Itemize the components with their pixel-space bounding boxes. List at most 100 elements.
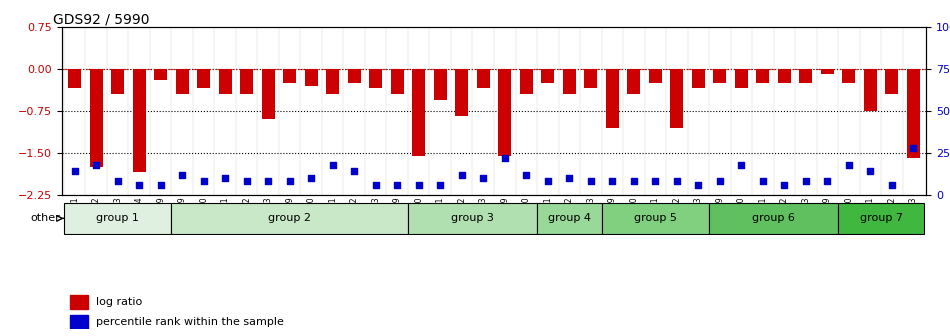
Bar bbox=[520, 69, 533, 94]
Text: GDS92 / 5990: GDS92 / 5990 bbox=[53, 13, 149, 27]
Point bbox=[583, 179, 598, 184]
Bar bbox=[133, 69, 145, 172]
Point bbox=[777, 182, 792, 187]
Point bbox=[347, 169, 362, 174]
Point bbox=[325, 162, 340, 167]
Bar bbox=[218, 69, 232, 94]
Bar bbox=[843, 69, 855, 83]
Bar bbox=[756, 69, 770, 83]
Text: group 1: group 1 bbox=[96, 213, 139, 223]
Text: group 7: group 7 bbox=[860, 213, 902, 223]
Point bbox=[755, 179, 770, 184]
Bar bbox=[305, 69, 317, 86]
Bar bbox=[562, 69, 576, 94]
Bar bbox=[68, 69, 81, 88]
Point bbox=[497, 155, 512, 161]
Bar bbox=[89, 69, 103, 167]
Bar bbox=[799, 69, 812, 83]
Bar bbox=[671, 69, 683, 128]
Point bbox=[519, 172, 534, 177]
Point bbox=[196, 179, 211, 184]
Bar bbox=[240, 69, 253, 94]
Bar bbox=[412, 69, 426, 156]
Text: group 2: group 2 bbox=[268, 213, 312, 223]
Point bbox=[67, 169, 83, 174]
Point bbox=[561, 175, 577, 181]
Text: other: other bbox=[30, 213, 60, 223]
Bar bbox=[455, 69, 468, 117]
Bar bbox=[111, 69, 124, 94]
Text: log ratio: log ratio bbox=[96, 297, 142, 307]
Bar bbox=[176, 69, 189, 94]
Point bbox=[541, 179, 556, 184]
Bar bbox=[434, 69, 446, 100]
FancyBboxPatch shape bbox=[709, 203, 838, 234]
Text: group 5: group 5 bbox=[634, 213, 676, 223]
FancyBboxPatch shape bbox=[64, 203, 171, 234]
Point bbox=[691, 182, 706, 187]
Bar bbox=[477, 69, 489, 88]
FancyBboxPatch shape bbox=[601, 203, 709, 234]
Point bbox=[260, 179, 276, 184]
Bar bbox=[542, 69, 554, 83]
Point bbox=[626, 179, 641, 184]
Point bbox=[884, 182, 900, 187]
Bar bbox=[154, 69, 167, 80]
Text: group 6: group 6 bbox=[752, 213, 795, 223]
Bar bbox=[70, 315, 87, 329]
Point bbox=[110, 179, 125, 184]
Point bbox=[454, 172, 469, 177]
Point bbox=[798, 179, 813, 184]
Point bbox=[131, 182, 146, 187]
Bar bbox=[606, 69, 618, 128]
Point bbox=[605, 179, 620, 184]
Point bbox=[239, 179, 255, 184]
Point bbox=[304, 175, 319, 181]
Point bbox=[863, 169, 878, 174]
FancyBboxPatch shape bbox=[171, 203, 408, 234]
Bar bbox=[864, 69, 877, 111]
Point bbox=[368, 182, 383, 187]
Bar bbox=[584, 69, 598, 88]
Point bbox=[820, 179, 835, 184]
Text: group 4: group 4 bbox=[548, 213, 591, 223]
Point bbox=[733, 162, 749, 167]
Bar bbox=[70, 295, 87, 309]
Point bbox=[153, 182, 168, 187]
Text: group 3: group 3 bbox=[451, 213, 494, 223]
Bar bbox=[821, 69, 834, 75]
Bar bbox=[499, 69, 511, 156]
Point bbox=[842, 162, 857, 167]
Bar bbox=[390, 69, 404, 94]
Bar bbox=[713, 69, 726, 83]
Bar bbox=[778, 69, 790, 83]
Bar bbox=[262, 69, 275, 119]
Bar bbox=[649, 69, 662, 83]
Point bbox=[648, 179, 663, 184]
Bar bbox=[907, 69, 920, 159]
Point bbox=[282, 179, 297, 184]
Bar bbox=[198, 69, 210, 88]
Bar bbox=[348, 69, 361, 83]
FancyBboxPatch shape bbox=[838, 203, 924, 234]
FancyBboxPatch shape bbox=[408, 203, 537, 234]
Point bbox=[712, 179, 728, 184]
Point bbox=[411, 182, 427, 187]
Bar bbox=[692, 69, 705, 88]
Bar bbox=[370, 69, 382, 88]
Text: percentile rank within the sample: percentile rank within the sample bbox=[96, 318, 284, 327]
Point bbox=[905, 145, 921, 151]
Point bbox=[88, 162, 104, 167]
Point bbox=[669, 179, 684, 184]
Bar bbox=[627, 69, 640, 94]
Bar bbox=[885, 69, 899, 94]
Point bbox=[218, 175, 233, 181]
Bar bbox=[326, 69, 339, 94]
Point bbox=[476, 175, 491, 181]
Bar bbox=[735, 69, 748, 88]
Point bbox=[175, 172, 190, 177]
Point bbox=[390, 182, 405, 187]
Point bbox=[432, 182, 447, 187]
FancyBboxPatch shape bbox=[537, 203, 601, 234]
Bar bbox=[283, 69, 296, 83]
